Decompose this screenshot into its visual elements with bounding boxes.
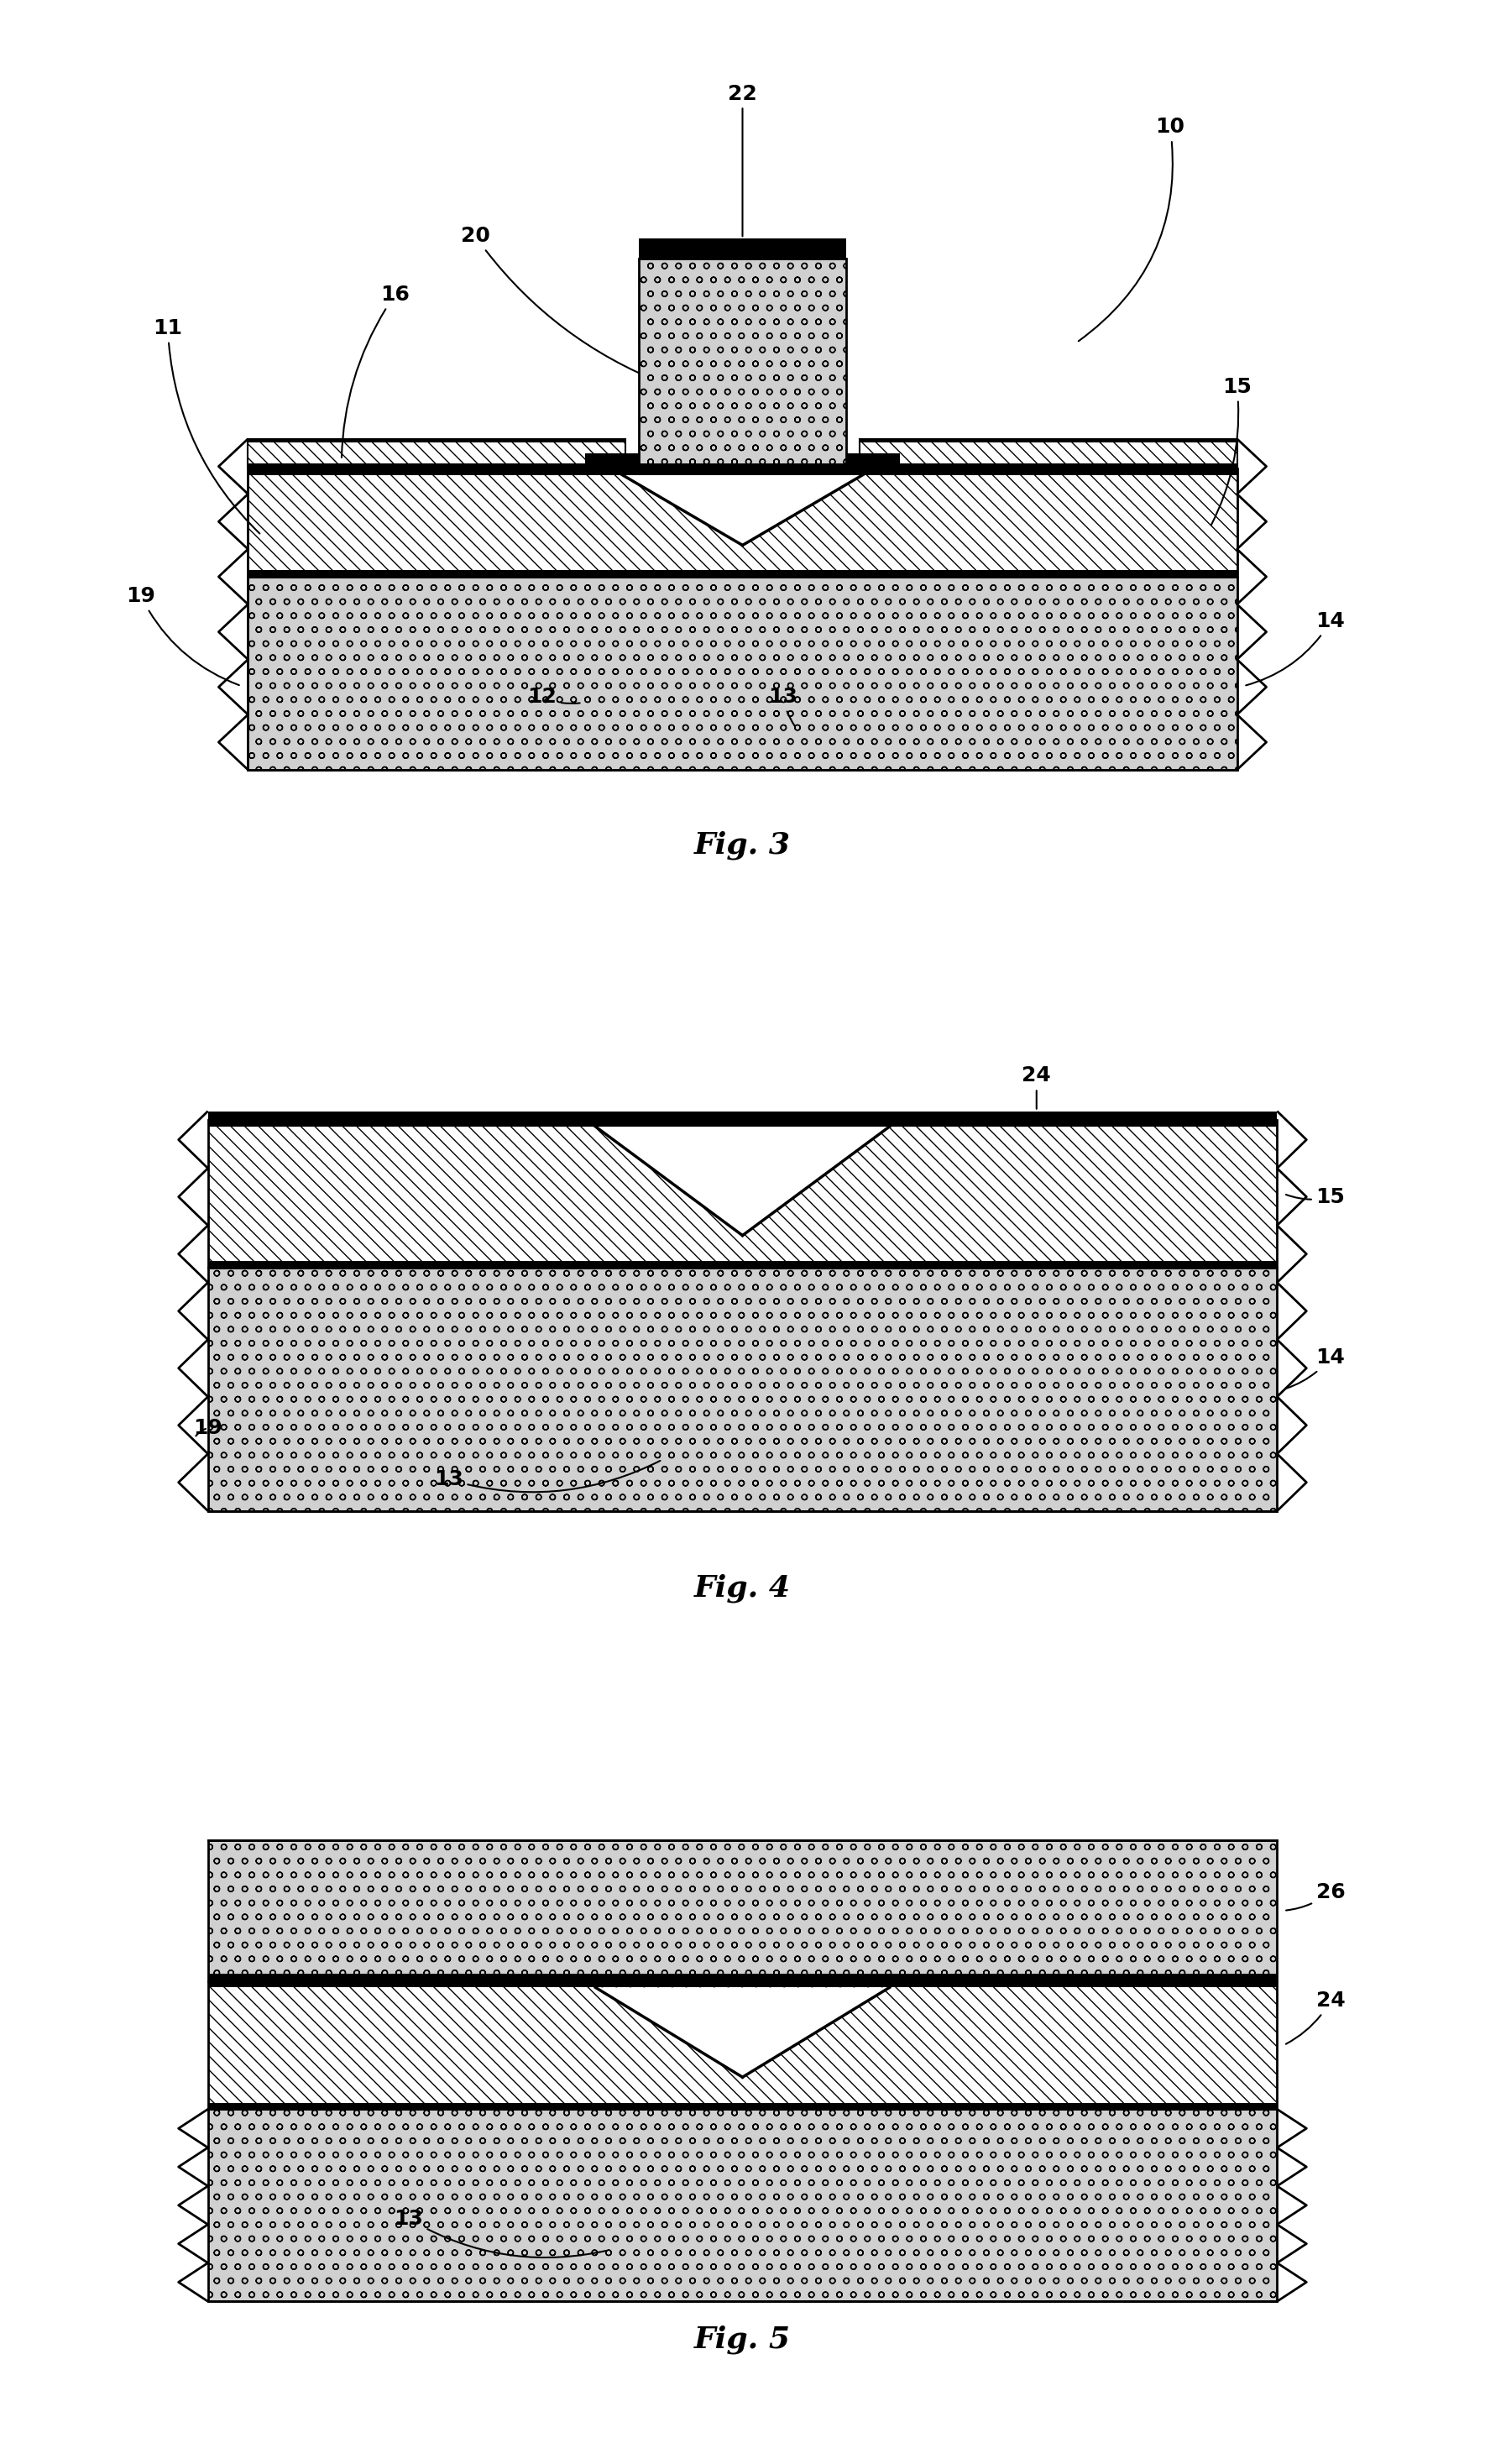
Text: 15: 15	[1212, 377, 1252, 525]
Bar	[248, 569, 1237, 577]
Bar	[208, 1981, 1277, 1988]
Bar	[248, 439, 625, 468]
Bar	[208, 1974, 1277, 1981]
Text: 20: 20	[460, 227, 664, 384]
Bar	[639, 239, 846, 244]
Bar	[585, 453, 639, 468]
Text: 14: 14	[1286, 1348, 1345, 1390]
Text: Fig. 4: Fig. 4	[693, 1574, 792, 1602]
Bar	[208, 2102, 1277, 2109]
Bar	[208, 1266, 1277, 1510]
Text: 11: 11	[153, 318, 260, 535]
Bar	[208, 1262, 1277, 1266]
Text: 10: 10	[1078, 118, 1185, 340]
Text: Fig. 3: Fig. 3	[693, 830, 792, 860]
Text: 26: 26	[1286, 1882, 1345, 1910]
Text: 13: 13	[434, 1461, 661, 1493]
Polygon shape	[595, 1126, 890, 1234]
Bar	[639, 259, 846, 468]
Bar	[248, 463, 1237, 468]
Bar	[208, 1111, 1277, 1121]
Polygon shape	[595, 1988, 890, 2077]
Polygon shape	[622, 476, 863, 545]
Text: 19: 19	[126, 586, 239, 685]
Text: Fig. 5: Fig. 5	[693, 2326, 792, 2353]
Text: 12: 12	[527, 687, 579, 707]
Bar	[248, 577, 1237, 769]
Bar	[248, 439, 625, 441]
Bar	[208, 1121, 1277, 1126]
Bar	[860, 439, 1237, 441]
Text: 13: 13	[768, 687, 797, 727]
Text: 16: 16	[342, 286, 410, 458]
Bar	[208, 2109, 1277, 2301]
Bar	[860, 439, 1237, 468]
Text: 19: 19	[193, 1419, 223, 1439]
Bar	[208, 1841, 1277, 1981]
Text: 13: 13	[394, 2208, 606, 2257]
Bar	[846, 453, 900, 468]
Text: 22: 22	[728, 84, 757, 237]
Bar	[208, 1981, 1277, 2109]
Bar	[248, 468, 1237, 476]
Text: 24: 24	[1022, 1067, 1051, 1109]
Bar	[639, 244, 846, 259]
Bar	[248, 468, 1237, 577]
Text: 14: 14	[1246, 611, 1345, 685]
Bar	[208, 1121, 1277, 1266]
Text: 15: 15	[1286, 1188, 1345, 1207]
Text: 24: 24	[1286, 1991, 1345, 2045]
